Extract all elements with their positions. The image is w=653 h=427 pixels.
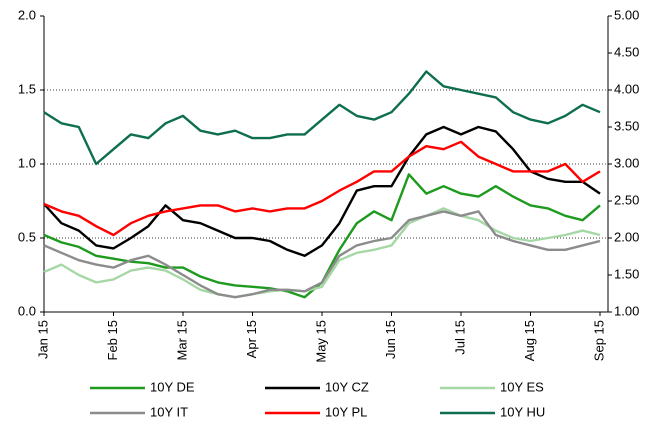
x-tick-label: Feb 15 <box>105 320 120 360</box>
x-tick-label: Mar 15 <box>174 320 189 360</box>
x-tick-label: Sep 15 <box>591 320 606 361</box>
series-line <box>43 140 601 237</box>
x-tick-label: Jan 15 <box>35 320 50 359</box>
y2-tick-label: 2.00 <box>614 229 639 244</box>
y2-tick-label: 4.00 <box>614 81 639 96</box>
y-tick-label: 1.5 <box>18 81 36 96</box>
x-tick-label: Aug 15 <box>522 320 537 361</box>
y2-tick-label: 1.50 <box>614 266 639 281</box>
series-line <box>43 70 601 166</box>
x-tick-label: Jul 15 <box>452 320 467 355</box>
y-tick-label: 1.0 <box>18 155 36 170</box>
legend-label: 10Y PL <box>325 404 367 419</box>
x-tick-label: Jun 15 <box>383 320 398 359</box>
y2-tick-label: 2.50 <box>614 192 639 207</box>
legend-label: 10Y ES <box>500 379 544 394</box>
legend-label: 10Y HU <box>500 404 545 419</box>
series-line <box>43 125 601 257</box>
legend-label: 10Y CZ <box>325 379 369 394</box>
series-line <box>43 173 601 299</box>
legend-label: 10Y DE <box>150 379 195 394</box>
y2-tick-label: 4.50 <box>614 44 639 59</box>
y2-tick-label: 3.50 <box>614 118 639 133</box>
y-tick-label: 0.5 <box>18 229 36 244</box>
series-line <box>43 210 601 299</box>
y2-tick-label: 3.00 <box>614 155 639 170</box>
series-line <box>43 207 601 299</box>
y2-tick-label: 5.00 <box>614 7 639 22</box>
x-tick-label: Apr 15 <box>244 320 259 358</box>
y-tick-label: 2.0 <box>18 7 36 22</box>
legend-label: 10Y IT <box>150 404 188 419</box>
y-tick-label: 0.0 <box>18 303 36 318</box>
y2-tick-label: 1.00 <box>614 303 639 318</box>
x-tick-label: May 15 <box>313 320 328 363</box>
